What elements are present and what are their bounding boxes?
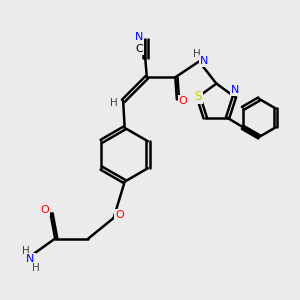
Text: O: O [40,205,49,215]
Text: S: S [195,90,202,103]
Text: N: N [26,254,35,264]
Text: O: O [115,210,124,220]
Text: N: N [200,56,208,66]
Text: N: N [135,32,143,42]
Text: H: H [110,98,118,108]
Text: H: H [22,245,30,256]
Text: O: O [179,96,188,106]
Text: H: H [32,262,39,273]
Text: H: H [193,49,200,58]
Text: C: C [135,44,143,54]
Text: N: N [231,85,239,95]
